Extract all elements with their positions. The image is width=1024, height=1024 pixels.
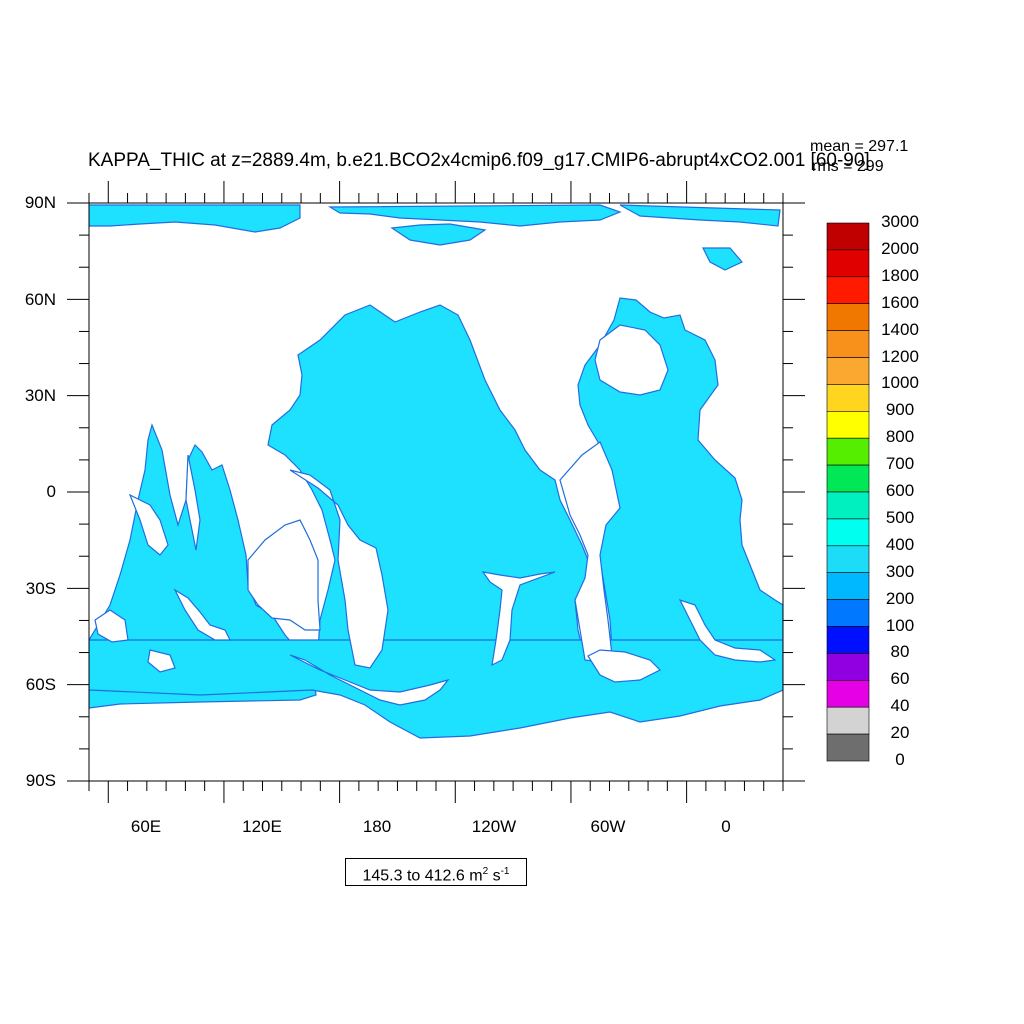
colorbar-level-label: 20 [890,723,910,743]
colorbar-swatch [826,733,870,762]
range-label: 145.3 to 412.6 m2 s-1 [345,858,527,886]
land-arabia [128,493,169,556]
lat-label-90n: 90N [24,193,56,212]
colorbar-swatch [826,330,870,358]
lon-label-120e: 120E [242,817,282,836]
land-ridge-indian [173,588,231,641]
colorbar-level-label: 900 [885,400,915,420]
land-australia [289,469,389,669]
colorbar-swatch [826,491,870,520]
colorbar-level-label: 100 [885,615,915,635]
colorbar-level-label: 80 [890,642,910,662]
colorbar-swatch [826,572,870,600]
land-east-pacific-patch [587,649,662,683]
range-text: 145.3 to 412.6 m [362,867,483,885]
colorbar-level-label: 200 [885,588,915,608]
colorbar-swatch [826,706,870,735]
colorbar-swatch [826,249,870,278]
colorbar-level-label: 1600 [881,292,919,312]
colorbar-level-label: 40 [890,696,910,716]
colorbar-swatch [826,545,870,573]
lon-label-60e: 60E [130,817,162,836]
colorbar-swatch [826,384,870,412]
land-indian-patch [147,649,176,673]
lon-label-0: 0 [721,817,731,836]
colorbar-swatch [826,599,870,627]
colorbar-level-label: 600 [885,481,915,500]
land-australia-main [247,519,321,631]
colorbar-level-label: 800 [885,427,915,447]
land-ridge-indian-2 [94,609,129,643]
colorbar-level-label: 1800 [881,265,919,285]
colorbar-swatch [826,464,870,493]
lon-label-60w: 60W [590,817,626,836]
colorbar-swatch [826,679,870,708]
colorbar-swatch [826,437,870,466]
colorbar-level-label: 300 [885,561,915,581]
ocean-arctic-west [89,204,301,233]
colorbar-level-label: 700 [885,454,915,474]
colorbar-level-label: 0 [895,750,905,769]
colorbar-swatch [826,303,870,331]
colorbar-swatch [826,222,870,251]
mean-stat: mean = 297.1 [810,138,909,155]
colorbar-level-label: 1000 [881,373,919,393]
land-ridge-east-pacific [481,571,556,667]
colorbar [826,222,870,762]
colorbar-swatch [826,626,870,654]
lon-label-120w: 120W [471,817,517,836]
lat-label-30n: 30N [24,386,56,405]
ocean-field [89,204,783,739]
plot-title: KAPPA_THIC at z=2889.4m, b.e21.BCO2x4cmi… [88,150,870,171]
rms-stat: rms = 299 [812,158,884,175]
land-ridge-atlantic-south [678,598,777,663]
lat-label-0: 0 [46,482,56,501]
ocean-arctic-patch-2 [702,247,743,271]
colorbar-level-label: 1400 [881,319,919,339]
lat-label-90s: 90S [25,771,56,790]
range-mid: s [488,867,501,885]
lon-label-180: 180 [362,817,392,836]
axis-ticks [67,181,805,803]
colorbar-swatch [826,276,870,304]
ocean-arctic-patch [390,223,487,246]
colorbar-level-label: 1200 [881,346,919,366]
colorbar-swatch [826,410,870,439]
land-ridge-pacific-antarctic [289,654,450,706]
colorbar-level-label: 500 [885,507,915,527]
lat-label-30s: 30S [25,579,56,598]
ocean-arctic-mid [327,204,622,227]
colorbar-level-label: 3000 [881,212,919,231]
colorbar-swatch [826,518,870,547]
colorbar-swatch [826,357,870,385]
colorbar-swatch [826,653,870,681]
range-unit-exp2: -1 [500,866,510,877]
ocean-arctic-east [619,204,781,227]
lat-label-60n: 60N [24,290,56,309]
land-india [185,454,201,551]
lat-label-60s: 60S [25,675,56,694]
range-unit-exp1: 2 [482,866,489,877]
colorbar-level-label: 60 [890,669,910,689]
colorbar-level-label: 400 [885,534,915,554]
colorbar-level-label: 2000 [881,238,919,258]
land-africa [594,324,669,396]
